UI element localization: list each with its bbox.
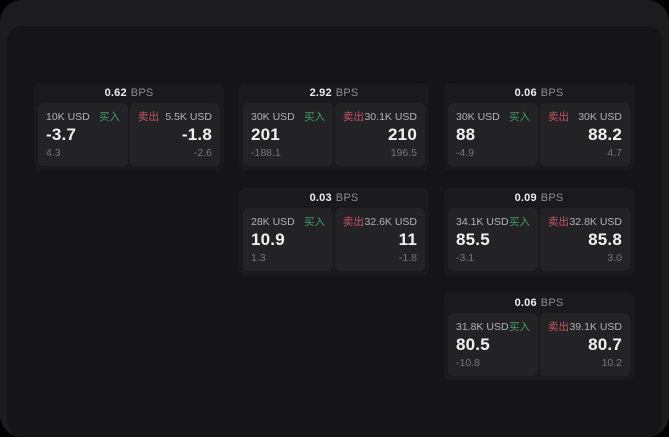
buy-subvalue: 1.3 [251, 252, 266, 264]
bps-unit: BPS [540, 297, 564, 309]
buy-price: 88 [456, 125, 476, 145]
card-bps-header: 0.06 BPS [444, 293, 634, 313]
buy-price: 10.9 [251, 230, 285, 250]
bps-value: 0.06 [514, 297, 537, 309]
buy-side-label: 买入 [304, 216, 325, 228]
card-bps-header: 0.06 BPS [444, 83, 634, 103]
buy-subvalue: -4.9 [456, 147, 475, 159]
sell-amount: 30.1K USD [364, 110, 417, 123]
sell-amount: 39.1K USD [569, 320, 622, 333]
sell-side-label: 卖出 [548, 111, 569, 123]
buy-amount: 30K USD [456, 110, 500, 123]
buy-price: -3.7 [46, 125, 77, 145]
sell-panel[interactable]: 卖出 39.1K USD 80.7 10.2 [540, 313, 630, 376]
buy-amount: 10K USD [46, 110, 90, 123]
buy-price: 201 [251, 125, 280, 145]
sell-amount: 32.6K USD [364, 215, 417, 228]
quote-card[interactable]: 0.62 BPS 10K USD 买入 -3.7 4.3 卖出 5.5K USD… [34, 83, 224, 170]
buy-amount: 34.1K USD [456, 215, 509, 228]
buy-subvalue: -3.1 [456, 252, 475, 264]
quote-card[interactable]: 0.06 BPS 31.8K USD 买入 80.5 -10.8 卖出 39.1… [444, 293, 634, 380]
sell-price: -1.8 [181, 125, 212, 145]
buy-subvalue: -188.1 [251, 147, 281, 159]
card-bps-header: 0.09 BPS [444, 188, 634, 208]
sell-subvalue: 3.0 [607, 252, 622, 264]
sell-price: 210 [388, 125, 417, 145]
quote-card[interactable]: 0.06 BPS 30K USD 买入 88 -4.9 卖出 30K USD 8… [444, 83, 634, 170]
buy-side-label: 买入 [304, 111, 325, 123]
bps-unit: BPS [335, 87, 359, 99]
buy-side-label: 买入 [509, 216, 530, 228]
buy-amount: 31.8K USD [456, 320, 509, 333]
quote-card[interactable]: 0.09 BPS 34.1K USD 买入 85.5 -3.1 卖出 32.8K… [444, 188, 634, 275]
sell-side-label: 卖出 [138, 111, 159, 123]
buy-panel[interactable]: 30K USD 买入 201 -188.1 [243, 103, 333, 166]
bps-value: 0.62 [104, 87, 127, 99]
buy-side-label: 买入 [99, 111, 120, 123]
sell-amount: 30K USD [578, 110, 622, 123]
sell-panel[interactable]: 卖出 30K USD 88.2 4.7 [540, 103, 630, 166]
sell-panel[interactable]: 卖出 32.8K USD 85.8 3.0 [540, 208, 630, 271]
sell-subvalue: -2.6 [193, 147, 212, 159]
sell-amount: 5.5K USD [165, 110, 212, 123]
card-bps-header: 2.92 BPS [239, 83, 429, 103]
quote-card[interactable]: 2.92 BPS 30K USD 买入 201 -188.1 卖出 30.1K … [239, 83, 429, 170]
buy-price: 80.5 [456, 335, 490, 355]
buy-side-label: 买入 [509, 321, 530, 333]
buy-panel[interactable]: 34.1K USD 买入 85.5 -3.1 [448, 208, 538, 271]
sell-side-label: 卖出 [548, 321, 569, 333]
buy-side-label: 买入 [509, 111, 530, 123]
sell-panel[interactable]: 卖出 32.6K USD 11 -1.8 [335, 208, 425, 271]
buy-panel[interactable]: 28K USD 买入 10.9 1.3 [243, 208, 333, 271]
sell-side-label: 卖出 [548, 216, 569, 228]
bps-value: 2.92 [309, 87, 332, 99]
sell-subvalue: -1.8 [398, 252, 417, 264]
sell-amount: 32.8K USD [569, 215, 622, 228]
buy-panel[interactable]: 10K USD 买入 -3.7 4.3 [38, 103, 128, 166]
buy-amount: 28K USD [251, 215, 295, 228]
bps-unit: BPS [540, 87, 564, 99]
buy-subvalue: 4.3 [46, 147, 61, 159]
sell-side-label: 卖出 [343, 111, 364, 123]
buy-panel[interactable]: 31.8K USD 买入 80.5 -10.8 [448, 313, 538, 376]
bps-value: 0.03 [309, 192, 332, 204]
bps-value: 0.09 [514, 192, 537, 204]
sell-price: 11 [398, 230, 417, 250]
bps-unit: BPS [335, 192, 359, 204]
sell-subvalue: 4.7 [607, 147, 622, 159]
sell-price: 80.7 [588, 335, 622, 355]
sell-subvalue: 10.2 [601, 357, 622, 369]
card-bps-header: 0.62 BPS [34, 83, 224, 103]
bps-unit: BPS [540, 192, 564, 204]
sell-subvalue: 196.5 [390, 147, 417, 159]
sell-side-label: 卖出 [343, 216, 364, 228]
sell-panel[interactable]: 卖出 30.1K USD 210 196.5 [335, 103, 425, 166]
buy-subvalue: -10.8 [456, 357, 480, 369]
sell-panel[interactable]: 卖出 5.5K USD -1.8 -2.6 [130, 103, 220, 166]
buy-panel[interactable]: 30K USD 买入 88 -4.9 [448, 103, 538, 166]
bps-value: 0.06 [514, 87, 537, 99]
buy-amount: 30K USD [251, 110, 295, 123]
sell-price: 85.8 [588, 230, 622, 250]
quote-card[interactable]: 0.03 BPS 28K USD 买入 10.9 1.3 卖出 32.6K US… [239, 188, 429, 275]
sell-price: 88.2 [588, 125, 622, 145]
buy-price: 85.5 [456, 230, 490, 250]
card-bps-header: 0.03 BPS [239, 188, 429, 208]
bps-unit: BPS [130, 87, 154, 99]
